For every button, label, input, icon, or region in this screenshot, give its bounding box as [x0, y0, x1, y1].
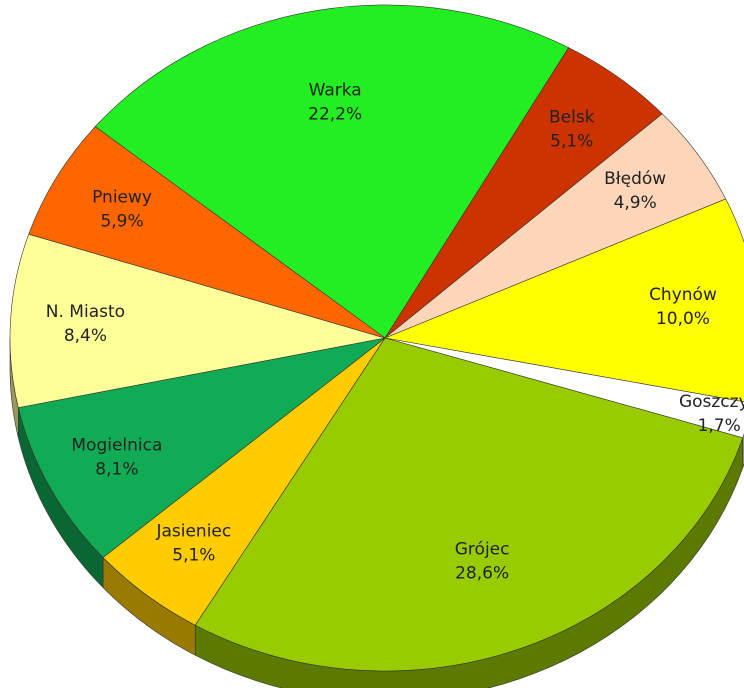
slice-label: Warka [309, 80, 362, 100]
slice-value: 4,9% [614, 193, 657, 213]
slice [383, 198, 744, 403]
slice-value: 5,1% [172, 545, 215, 565]
slice-value: 22,2% [308, 104, 362, 124]
slice [28, 126, 386, 339]
slice-value: 5,1% [550, 132, 593, 152]
slice-label: Mogielnica [71, 436, 162, 456]
slice-label: Błędów [604, 169, 666, 189]
slice-value: 8,1% [95, 460, 138, 480]
slice-label: Goszczyn [679, 392, 744, 412]
slice-label: Jasieniec [155, 521, 231, 541]
slice-label: Belsk [549, 108, 595, 128]
slice-label: Pniewy [92, 188, 152, 208]
slice-value: 5,9% [100, 212, 143, 232]
slice-value: 28,6% [455, 564, 509, 584]
slice-label: N. Miasto [46, 302, 125, 322]
slice-label: Grójec [455, 540, 510, 560]
slice-label: Chynów [649, 285, 717, 305]
slice-value: 8,4% [64, 326, 107, 346]
slice-value: 10,0% [656, 309, 710, 329]
slice [17, 337, 386, 558]
slice-value: 1,7% [698, 416, 741, 436]
slice [94, 4, 570, 339]
slice [194, 337, 744, 672]
slice [9, 233, 386, 409]
